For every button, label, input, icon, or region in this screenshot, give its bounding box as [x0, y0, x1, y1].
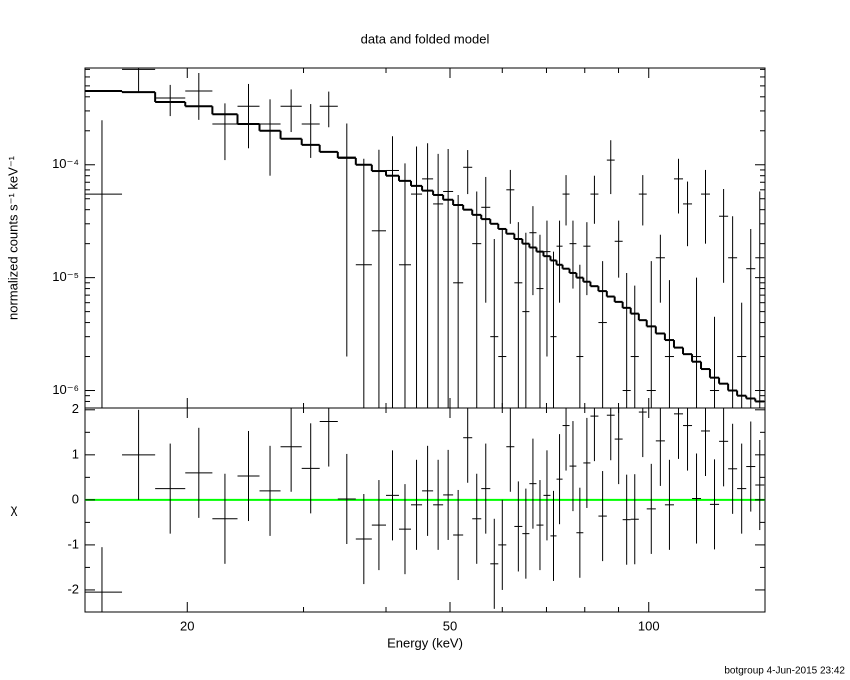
y-tick-label: 0 — [72, 491, 79, 506]
y-tick-label: 1 — [72, 446, 79, 461]
y-tick-label: -2 — [67, 581, 79, 596]
x-axis-label: Energy (keV) — [387, 635, 463, 650]
y-tick-label: 10⁻⁵ — [52, 269, 79, 284]
y-tick-label: 10⁻⁴ — [52, 156, 79, 171]
y-tick-label: 10⁻⁶ — [52, 382, 79, 397]
x-tick-label: 100 — [638, 618, 660, 633]
y-tick-label: -1 — [67, 536, 79, 551]
plot-area — [85, 408, 765, 612]
plot-frame — [84, 67, 766, 409]
y-tick-label: 2 — [72, 401, 79, 416]
x-tick-label: 20 — [180, 618, 194, 633]
plot-area — [85, 68, 765, 408]
plot-frame — [84, 407, 766, 613]
y-axis-label: normalized counts s⁻¹ keV⁻¹ — [5, 155, 20, 320]
chart-title: data and folded model — [361, 31, 490, 46]
x-tick-label: 50 — [443, 618, 457, 633]
y-axis-label: χ — [11, 501, 18, 516]
footer: botgroup 4-Jun-2015 23:42 — [724, 666, 845, 677]
